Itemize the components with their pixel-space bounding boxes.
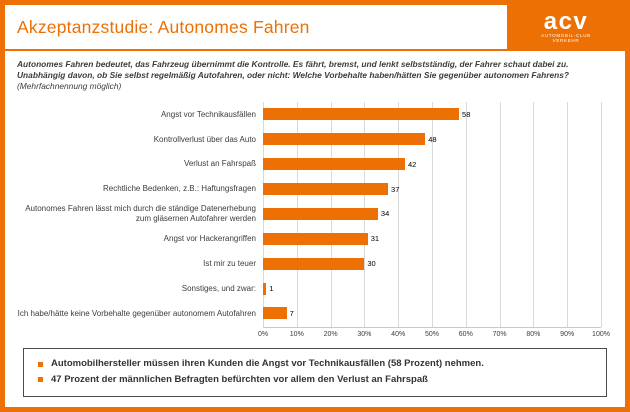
- intro-text: Autonomes Fahren bedeutet, das Fahrzeug …: [17, 59, 613, 92]
- acv-logo-subtitle-line1: AUTOMOBIL-CLUB: [541, 32, 591, 38]
- gridline: [601, 102, 602, 327]
- x-axis-tick: 50%: [424, 331, 440, 338]
- bar: [263, 158, 405, 171]
- acv-logo-subtitle: AUTOMOBIL-CLUB VERKEHR: [541, 33, 591, 44]
- x-axis-tick: 60%: [458, 331, 473, 338]
- category-label: Verlust an Fahrspaß: [183, 159, 256, 169]
- x-axis-tick: 30%: [357, 331, 372, 338]
- x-axis-tick: 70%: [492, 331, 507, 338]
- bar-track: 42: [263, 158, 601, 171]
- page-title: Akzeptanzstudie: Autonomes Fahren: [17, 16, 310, 37]
- x-axis-tick: 20%: [323, 331, 338, 338]
- bar-value-label: 42: [407, 159, 417, 169]
- bar-track: 30: [263, 257, 601, 270]
- key-findings-box: Automobilhersteller müssen ihren Kunden …: [23, 348, 607, 397]
- category-label: Ich habe/hätte keine Vorbehalte gegenübe…: [17, 308, 256, 318]
- acv-logo-subtitle-line2: VERKEHR: [552, 38, 580, 43]
- bar-chart: Angst vor Technikausfällen 58 Kontrollverl…: [13, 100, 610, 342]
- bar-track: 34: [263, 207, 601, 220]
- bar-value-label: 48: [428, 134, 437, 144]
- finding-text: Automobilhersteller müssen ihren Kunden …: [51, 358, 484, 369]
- bar-value-label: 58: [462, 109, 471, 119]
- x-axis-tick: 100%: [592, 331, 610, 338]
- category-label: Kontrollverlust über das Auto: [153, 134, 256, 144]
- gridline: [398, 102, 400, 327]
- bar-track: 7: [263, 307, 601, 320]
- bar: [263, 207, 378, 220]
- gridline: [567, 102, 569, 327]
- finding-bullet: 47 Prozent der männlichen Befragten befü…: [36, 374, 594, 387]
- chart-row: Autonomes Fahren lässt mich durch die st…: [13, 203, 601, 225]
- intro-line-2: Unabhängig davon, ob Sie selbst regelmäß…: [17, 70, 570, 80]
- gridline: [533, 102, 535, 327]
- bar-track: 37: [263, 183, 601, 196]
- chart-row: Ist mir zu teuer 30: [13, 253, 601, 275]
- x-axis: 0% 10% 20% 30% 40% 50% 60% 70% 80% 90% 100%: [258, 328, 610, 342]
- bar-track: 48: [263, 133, 601, 146]
- gridline: [465, 102, 467, 327]
- bar: [263, 183, 389, 196]
- bar: [263, 307, 287, 320]
- finding-text: 47 Prozent der männlichen Befragten befü…: [51, 373, 428, 385]
- bar: [263, 232, 368, 245]
- category-label: Angst vor Technikausfällen: [160, 109, 256, 119]
- x-axis-tick: 0%: [257, 331, 269, 338]
- category-label: Sonstiges, und zwar:: [181, 283, 256, 293]
- bar-track: 1: [263, 282, 601, 295]
- bar: [263, 108, 460, 121]
- bullet-square-icon: [38, 377, 43, 382]
- finding-bullet: Automobilhersteller müssen ihren Kunden …: [36, 358, 594, 371]
- chart-row: Verlust an Fahrspaß 42: [13, 153, 601, 175]
- x-axis-tick: 40%: [391, 331, 406, 338]
- acv-logo-text: acv: [543, 7, 589, 35]
- category-label: Angst vor Hackerangriffen: [163, 234, 256, 244]
- chart-row: Rechtliche Bedenken, z.B.: Haftungsfrage…: [13, 178, 601, 200]
- acv-logo: acv AUTOMOBIL-CLUB VERKEHR: [507, 5, 625, 50]
- intro-line-1: Autonomes Fahren bedeutet, das Fahrzeug …: [17, 59, 569, 69]
- x-axis-tick: 10%: [289, 331, 304, 338]
- gridline: [432, 102, 433, 327]
- chart-row: Angst vor Technikausfällen 58: [13, 103, 601, 125]
- bar-value-label: 34: [380, 209, 390, 219]
- bar-value-label: 7: [289, 308, 294, 318]
- category-label: Rechtliche Bedenken, z.B.: Haftungsfrage…: [103, 184, 256, 194]
- bar-value-label: 30: [367, 259, 376, 269]
- category-label: Ist mir zu teuer: [203, 258, 256, 268]
- chart-row: Ich habe/hätte keine Vorbehalte gegenübe…: [13, 302, 601, 324]
- bar-value-label: 31: [370, 234, 380, 244]
- bar: [263, 133, 426, 146]
- bar-value-label: 1: [269, 284, 274, 294]
- x-axis-tick: 80%: [526, 331, 541, 338]
- bar: [263, 282, 267, 295]
- bullet-square-icon: [38, 361, 43, 367]
- bar-value-label: 37: [391, 184, 400, 194]
- gridline: [499, 102, 501, 327]
- bar-track: 31: [263, 232, 601, 245]
- bar-track: 58: [263, 108, 601, 121]
- category-label: Autonomes Fahren lässt mich durch die st…: [25, 204, 256, 223]
- x-axis-tick: 90%: [560, 331, 575, 338]
- chart-row: Angst vor Hackerangriffen 31: [13, 228, 601, 250]
- intro-note: (Mehrfachnennung möglich): [17, 81, 122, 91]
- chart-row: Kontrollverlust über das Auto 48: [13, 128, 601, 150]
- header: Akzeptanzstudie: Autonomes Fahren acv AU…: [5, 5, 625, 51]
- chart-rows: Angst vor Technikausfällen 58 Kontrollverl…: [13, 100, 601, 328]
- bar: [263, 257, 365, 270]
- chart-row: Sonstiges, und zwar: 1: [13, 278, 601, 300]
